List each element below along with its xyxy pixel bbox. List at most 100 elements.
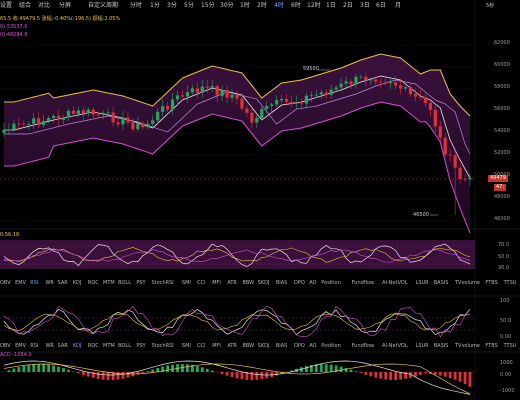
toolbar-item[interactable]: 自定义周期	[88, 2, 119, 9]
macd-bar	[200, 367, 204, 372]
indicator-tab[interactable]: EMV	[15, 343, 27, 349]
indicator-tab[interactable]: Position	[321, 280, 341, 286]
indicator-tab[interactable]: Position	[321, 343, 341, 349]
toolbar-item[interactable]: 2时	[257, 2, 267, 9]
indicator-tab[interactable]: WR	[45, 343, 54, 349]
toolbar-item[interactable]: 分时	[130, 2, 143, 9]
macd-bar	[419, 372, 422, 375]
indicator-tab[interactable]: SMI	[181, 343, 191, 349]
toolbar-item[interactable]: 组合	[19, 2, 32, 9]
candle-body	[349, 81, 353, 85]
candle-body	[22, 123, 26, 125]
macd-dif-line	[3, 360, 471, 395]
indicator-tab[interactable]: SAR	[57, 343, 68, 349]
indicator-tab[interactable]: SAR	[57, 280, 68, 286]
toolbar-item[interactable]: 6时	[291, 2, 301, 9]
indicator-tab[interactable]: MTM	[103, 280, 115, 286]
toolbar-item[interactable]: 1时	[240, 2, 250, 9]
macd-bar	[106, 372, 110, 380]
indicator-tab[interactable]: BIAS	[275, 343, 288, 349]
indicator-tab[interactable]: MTM	[103, 343, 115, 349]
indicator-tab[interactable]: ATR	[227, 343, 237, 349]
toolbar-item[interactable]: 1日	[326, 2, 336, 9]
indicator-tab[interactable]: LSUR	[415, 280, 429, 286]
indicator-tab[interactable]: RSI	[30, 280, 39, 286]
indicator-tab[interactable]: CCI	[197, 280, 206, 286]
macd-bar	[364, 372, 368, 375]
candle-body	[389, 82, 393, 84]
indicator-tab[interactable]: AI-NetVOL	[382, 343, 408, 349]
indicator-tab[interactable]: AI-NetVOL	[382, 280, 408, 286]
indicator-tab[interactable]: SMI	[181, 280, 191, 286]
refresh-interval[interactable]: 5秒	[486, 3, 495, 9]
indicator-tab[interactable]: MFI	[212, 280, 221, 286]
indicator-tab[interactable]: PSY	[136, 343, 146, 349]
toolbar-item[interactable]: 月	[395, 2, 402, 9]
macd-bar	[369, 372, 373, 377]
indicator-tab[interactable]: BOLL	[118, 280, 131, 286]
candle-body	[270, 104, 274, 106]
indicator-tab[interactable]: ROC	[87, 280, 99, 286]
candle-body	[359, 76, 363, 78]
toolbar-item[interactable]: 1分	[150, 2, 160, 9]
indicator-tab[interactable]: OBV	[0, 343, 11, 349]
indicator-tab[interactable]: EMV	[15, 280, 27, 286]
indicator-tab[interactable]: BBW	[242, 280, 255, 286]
toolbar-item[interactable]: 分屏	[59, 2, 72, 9]
toolbar-item[interactable]: 12时	[307, 2, 321, 9]
rsi-line-3	[3, 249, 471, 263]
indicator-tab[interactable]: ROC	[87, 343, 99, 349]
indicator-tab[interactable]: Fundflow	[351, 280, 375, 286]
indicator-tab[interactable]: KDJ	[72, 280, 82, 286]
toolbar-item[interactable]: 5分	[184, 2, 194, 9]
toolbar-item[interactable]: 3分	[167, 2, 177, 9]
indicator-tab[interactable]: LSUR	[415, 343, 429, 349]
toolbar-item[interactable]: 设置	[0, 2, 13, 9]
indicator-tab[interactable]: DPO	[294, 280, 305, 286]
indicator-tab[interactable]: FTBS	[485, 280, 498, 286]
indicator-tab[interactable]: StochRSI	[151, 343, 174, 349]
indicator-tab[interactable]: KDJ	[72, 343, 82, 349]
macd-bar	[280, 372, 284, 374]
indicator-tab[interactable]: TTSU	[503, 280, 517, 286]
indicator-tab[interactable]: BASIS	[433, 343, 449, 349]
toolbar-item[interactable]: 2日	[343, 2, 353, 9]
indicator-tab[interactable]: TTSU	[503, 343, 517, 349]
candle-body	[364, 76, 368, 81]
toolbar-item[interactable]: 对比	[38, 2, 51, 9]
indicator-tab[interactable]: SKDJ	[257, 343, 270, 349]
indicator-tab[interactable]: TVvolume	[455, 280, 480, 286]
indicator-tab[interactable]: WR	[45, 280, 54, 286]
toolbar-item[interactable]: 30分	[220, 2, 234, 9]
indicator-tab[interactable]: AO	[309, 280, 317, 286]
indicator-tab[interactable]: RSI	[30, 343, 39, 349]
toolbar-item[interactable]: 3日	[360, 2, 370, 9]
candle-body	[215, 86, 219, 96]
indicator-tab[interactable]: CCI	[197, 343, 206, 349]
indicator-tab[interactable]: TVvolume	[455, 343, 480, 349]
indicator-tab[interactable]: AO	[309, 343, 317, 349]
indicator-tab[interactable]: Fundflow	[351, 343, 375, 349]
candle-body	[453, 155, 457, 168]
candle-body	[468, 177, 472, 180]
macd-bar	[225, 372, 229, 376]
indicator-tab[interactable]: ATR	[227, 280, 237, 286]
macd-bar	[409, 372, 412, 378]
toolbar-item[interactable]: 6日	[376, 2, 386, 9]
indicator-tab[interactable]: BASIS	[433, 280, 449, 286]
indicator-tab[interactable]: MFI	[212, 343, 221, 349]
toolbar-item[interactable]: 15分	[201, 2, 215, 9]
indicator-tab[interactable]: DPO	[294, 343, 305, 349]
indicator-tab[interactable]: BIAS	[275, 280, 288, 286]
indicator-tab[interactable]: FTBS	[485, 343, 498, 349]
toolbar-item[interactable]: 4时	[274, 2, 284, 9]
rsi-axis-label: 50.0	[498, 254, 510, 260]
indicator-tab[interactable]: OBV	[0, 280, 11, 286]
indicator-tab[interactable]: StochRSI	[151, 280, 174, 286]
indicator-tab[interactable]: BBW	[242, 343, 255, 349]
indicator-tab[interactable]: BOLL	[118, 343, 131, 349]
indicator-tab[interactable]: PSY	[136, 280, 146, 286]
candle-body	[423, 97, 427, 103]
indicator-tab[interactable]: SKDJ	[257, 280, 270, 286]
